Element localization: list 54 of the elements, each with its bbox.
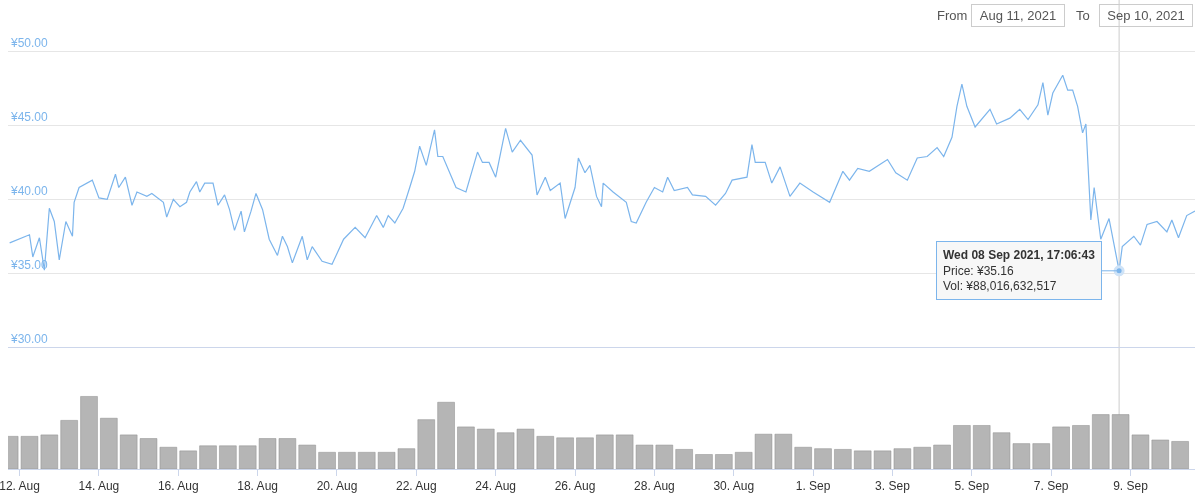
y-tick-label: ¥40.00: [10, 184, 49, 199]
bar: [834, 449, 852, 469]
x-tick-label: 7. Sep: [1033, 479, 1069, 494]
bar: [477, 428, 495, 469]
bar: [715, 454, 733, 469]
x-tick-label: 3. Sep: [875, 479, 911, 494]
bar: [1052, 426, 1070, 469]
bar: [1092, 414, 1110, 469]
x-tick-label: 18. Aug: [237, 479, 278, 494]
bar: [556, 437, 574, 469]
x-tick-label: 1. Sep: [795, 479, 831, 494]
annotation: From: [937, 8, 968, 23]
bar: [814, 448, 832, 469]
bar: [596, 434, 614, 469]
bar: [953, 425, 971, 469]
bar: [675, 449, 693, 469]
x-tick-label: 30. Aug: [713, 479, 755, 494]
bar: [933, 444, 951, 469]
y-tick-label: ¥50.00: [10, 36, 49, 51]
bar: [457, 426, 475, 469]
bar: [298, 444, 316, 469]
x-tick-label: 22. Aug: [395, 479, 437, 494]
y-tick-label: ¥30.00: [10, 331, 49, 346]
bar: [358, 452, 376, 469]
bar: [794, 446, 812, 469]
bar: [219, 445, 237, 469]
bar: [1032, 443, 1050, 469]
bar: [199, 445, 217, 469]
annotation: To: [1076, 8, 1090, 23]
annotation: Wed 08 Sep 2021, 17:06:43 Price: ¥35.16 Vol: ¥88,016,632,517: [943, 248, 1096, 294]
bar: [318, 452, 336, 469]
x-tick-label: 20. Aug: [316, 479, 358, 494]
bar: [576, 437, 594, 469]
bar: [695, 454, 713, 469]
y-tick-label: ¥45.00: [10, 110, 49, 125]
bar: [179, 450, 197, 469]
bar: [1171, 441, 1189, 469]
x-tick-label: 16. Aug: [157, 479, 199, 494]
annotation: Sep 10, 2021: [1107, 8, 1185, 23]
x-tick-label: 14. Aug: [78, 479, 120, 494]
bar: [80, 396, 98, 469]
x-tick-label: 12. Aug: [0, 479, 40, 494]
x-tick-label: 24. Aug: [475, 479, 517, 494]
bar: [60, 420, 78, 469]
x-tick-label: 28. Aug: [634, 479, 675, 494]
bar: [338, 452, 356, 469]
bar: [437, 402, 455, 469]
bar: [1072, 425, 1090, 469]
x-tick-label: 5. Sep: [954, 479, 990, 494]
x-tick-label: 9. Sep: [1113, 479, 1149, 494]
annotation: Aug 11, 2021: [979, 8, 1057, 23]
x-tick-label: 26. Aug: [554, 479, 596, 494]
bar: [913, 446, 931, 469]
bar: [100, 417, 118, 469]
